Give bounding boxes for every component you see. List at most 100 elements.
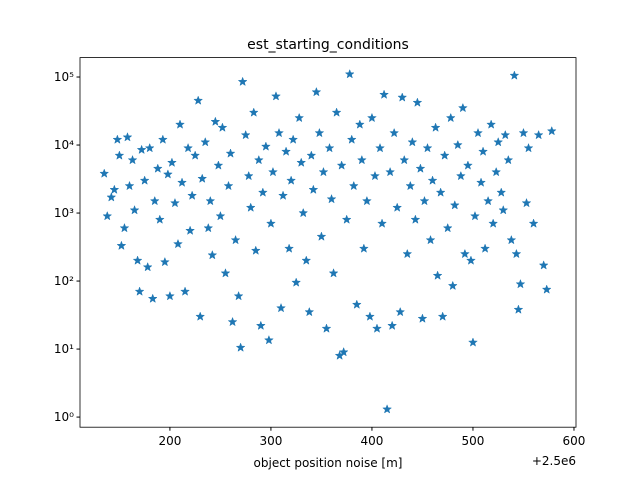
point [486,119,497,129]
point [321,323,332,333]
point [159,256,170,267]
point [245,202,256,212]
point [276,302,286,313]
point [410,214,421,224]
point [511,248,522,259]
point [402,248,413,259]
point [197,173,208,183]
point [257,187,268,197]
point [392,202,403,212]
point [500,129,511,140]
point [227,316,238,327]
point [518,127,529,138]
point [379,89,390,99]
point [417,313,428,323]
point [348,180,359,191]
point [152,163,163,173]
point [419,195,430,206]
point [132,255,143,265]
point [358,243,369,253]
point [370,170,380,181]
point [478,146,489,156]
point [205,195,216,206]
point [149,195,160,206]
point [541,284,552,294]
point [134,286,145,296]
point [452,139,463,150]
point [364,311,375,321]
point [193,95,204,105]
point [538,260,549,270]
point [233,290,244,301]
x-offset-label: +2.5e6 [532,454,576,468]
point [491,166,502,177]
point [288,134,299,144]
x-tick-label: 600 [563,434,586,448]
point [372,323,382,333]
point [267,166,278,177]
point [533,129,544,140]
point [483,195,494,206]
point [271,91,281,101]
y-tick-label: 10⁵ [54,70,74,84]
point [116,240,127,251]
point [412,97,423,107]
point [248,107,259,117]
point [488,218,499,228]
point [447,280,458,291]
point [361,195,372,206]
point [528,218,539,228]
point [129,205,140,215]
point [122,132,133,142]
point [375,142,385,153]
point [437,311,448,321]
point [432,270,443,280]
point [255,320,266,330]
point [427,175,438,185]
point [459,248,470,259]
point [503,154,514,165]
point [195,311,206,321]
point [324,142,335,153]
point [106,192,117,202]
point [498,205,509,215]
point [213,160,224,170]
point [296,157,307,167]
y-tick-label: 10⁴ [54,138,74,152]
point [102,210,113,221]
point [144,142,155,153]
point [274,127,284,138]
point [225,148,236,158]
point [385,166,396,177]
point [207,249,218,260]
point [190,150,201,160]
point [147,293,158,303]
point [439,150,450,160]
point [180,286,191,296]
point [405,180,416,191]
point [203,222,214,233]
point [493,137,504,147]
point [109,184,120,194]
point [173,238,183,249]
point [298,207,309,218]
point [114,150,125,160]
point [306,150,317,160]
x-tick-label: 200 [158,434,181,448]
point [308,184,319,194]
point [281,146,292,156]
point [243,170,254,181]
point [210,116,221,126]
point [387,320,398,330]
point [449,200,460,210]
point [301,255,312,265]
point [462,160,473,170]
plot-frame [79,57,577,428]
point [473,127,483,138]
point [217,122,228,132]
point [382,404,393,414]
point [425,234,436,245]
point [521,197,532,208]
point [200,137,211,147]
point [331,107,342,117]
